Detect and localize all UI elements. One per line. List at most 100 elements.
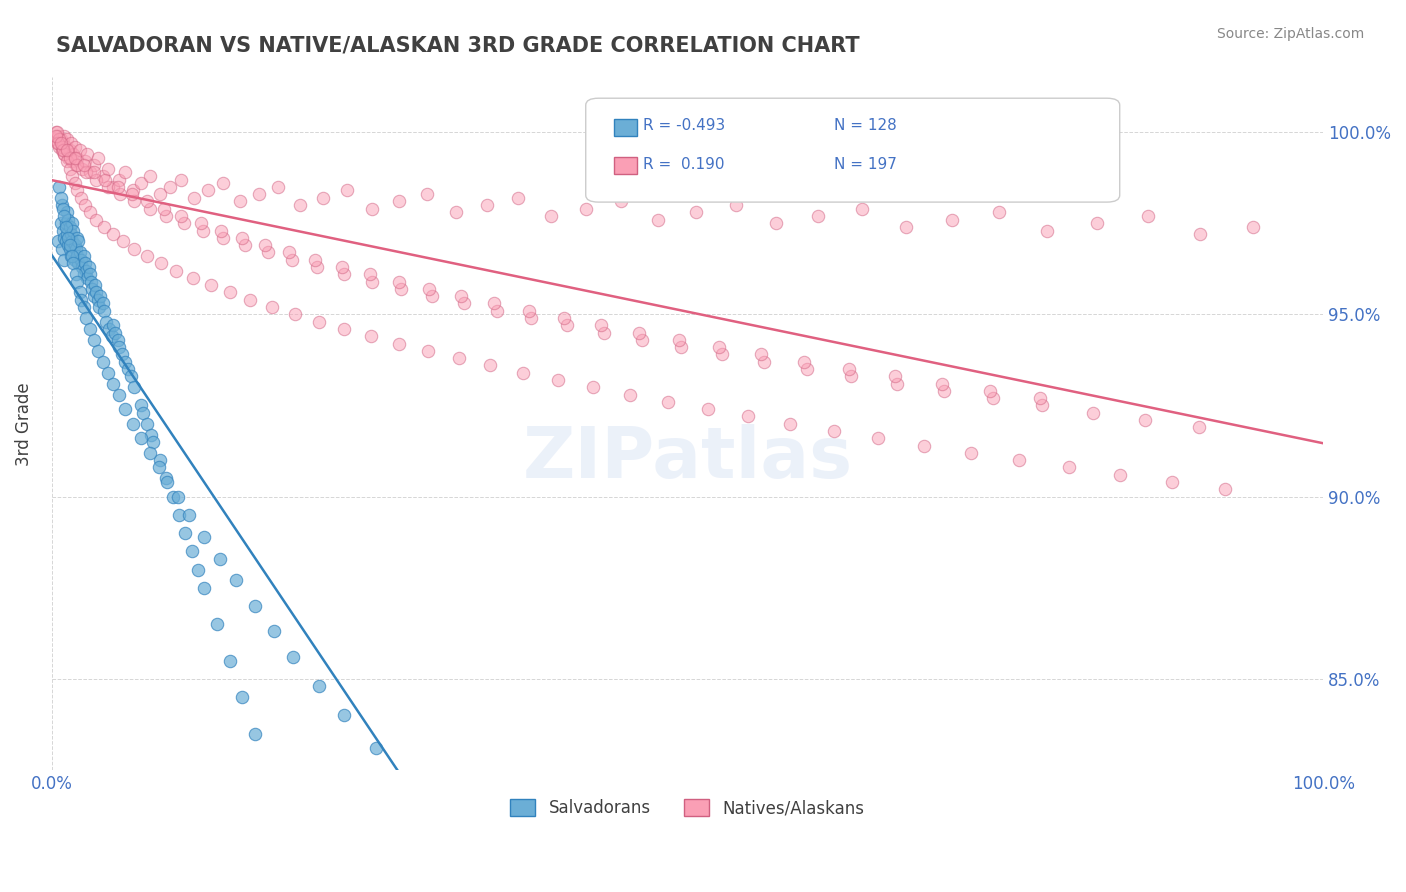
Point [165, 263, 187, 277]
Point [83, 289, 105, 303]
Point [589, 318, 612, 333]
Point [709, 340, 731, 354]
Point [52, 136, 75, 150]
Point [205, 617, 228, 632]
Point [472, 847, 495, 861]
Point [254, 238, 277, 252]
Point [58, 242, 80, 256]
Point [225, 574, 247, 588]
Point [389, 282, 412, 296]
Point [114, 165, 136, 179]
Point [960, 446, 983, 460]
Point [170, 172, 193, 186]
Point [710, 347, 733, 361]
FancyBboxPatch shape [613, 157, 637, 175]
Point [53, 128, 76, 143]
Point [136, 194, 159, 209]
Point [218, 285, 240, 300]
Point [793, 355, 815, 369]
Point [49, 132, 72, 146]
Point [628, 326, 651, 340]
Point [56, 144, 79, 158]
Y-axis label: 3rd Grade: 3rd Grade [15, 382, 32, 466]
Point [59, 249, 82, 263]
Point [288, 198, 311, 212]
Point [149, 453, 172, 467]
Point [1188, 227, 1211, 242]
Point [934, 384, 956, 398]
Point [187, 562, 209, 576]
Point [155, 209, 177, 223]
Point [931, 376, 953, 391]
Point [482, 296, 505, 310]
Point [941, 212, 963, 227]
Point [66, 231, 89, 245]
Point [841, 369, 863, 384]
Point [263, 781, 285, 796]
FancyBboxPatch shape [586, 98, 1119, 202]
Point [100, 329, 122, 343]
Point [86, 343, 108, 358]
Point [72, 300, 94, 314]
Point [77, 260, 100, 274]
Point [111, 347, 134, 361]
Point [70, 293, 93, 307]
Point [82, 282, 104, 296]
Point [418, 282, 440, 296]
Point [101, 318, 124, 333]
Point [66, 158, 89, 172]
Point [233, 238, 256, 252]
Point [444, 205, 467, 219]
Point [65, 267, 87, 281]
Point [1133, 413, 1156, 427]
Point [148, 460, 170, 475]
Point [475, 198, 498, 212]
Point [685, 205, 707, 219]
Point [73, 154, 96, 169]
Point [59, 227, 82, 242]
Point [110, 187, 132, 202]
Point [508, 191, 530, 205]
Point [304, 252, 326, 267]
Point [97, 322, 120, 336]
Point [155, 471, 177, 485]
Point [979, 384, 1001, 398]
Point [229, 194, 252, 209]
Point [49, 216, 72, 230]
Point [46, 128, 69, 143]
Point [260, 300, 283, 314]
Point [752, 355, 775, 369]
Point [1136, 209, 1159, 223]
Point [89, 289, 111, 303]
Point [56, 154, 79, 169]
Point [311, 191, 333, 205]
Point [84, 172, 107, 186]
Point [174, 526, 197, 541]
Point [48, 179, 70, 194]
Point [62, 223, 84, 237]
Point [107, 179, 129, 194]
Point [416, 343, 439, 358]
Point [447, 351, 470, 365]
Point [76, 147, 98, 161]
Text: N = 197: N = 197 [834, 156, 897, 171]
Point [66, 249, 89, 263]
Point [45, 125, 67, 139]
Point [807, 209, 830, 223]
Point [72, 158, 94, 172]
FancyBboxPatch shape [613, 119, 637, 136]
Point [434, 810, 457, 824]
Point [58, 231, 80, 245]
Point [86, 151, 108, 165]
Text: SALVADORAN VS NATIVE/ALASKAN 3RD GRADE CORRELATION CHART: SALVADORAN VS NATIVE/ALASKAN 3RD GRADE C… [56, 36, 860, 55]
Point [218, 654, 240, 668]
Point [1081, 406, 1104, 420]
Point [101, 179, 124, 194]
Point [333, 708, 356, 723]
Point [56, 132, 79, 146]
Point [79, 267, 101, 281]
Point [388, 194, 411, 209]
Point [60, 235, 83, 249]
Point [868, 431, 890, 445]
Point [84, 278, 107, 293]
